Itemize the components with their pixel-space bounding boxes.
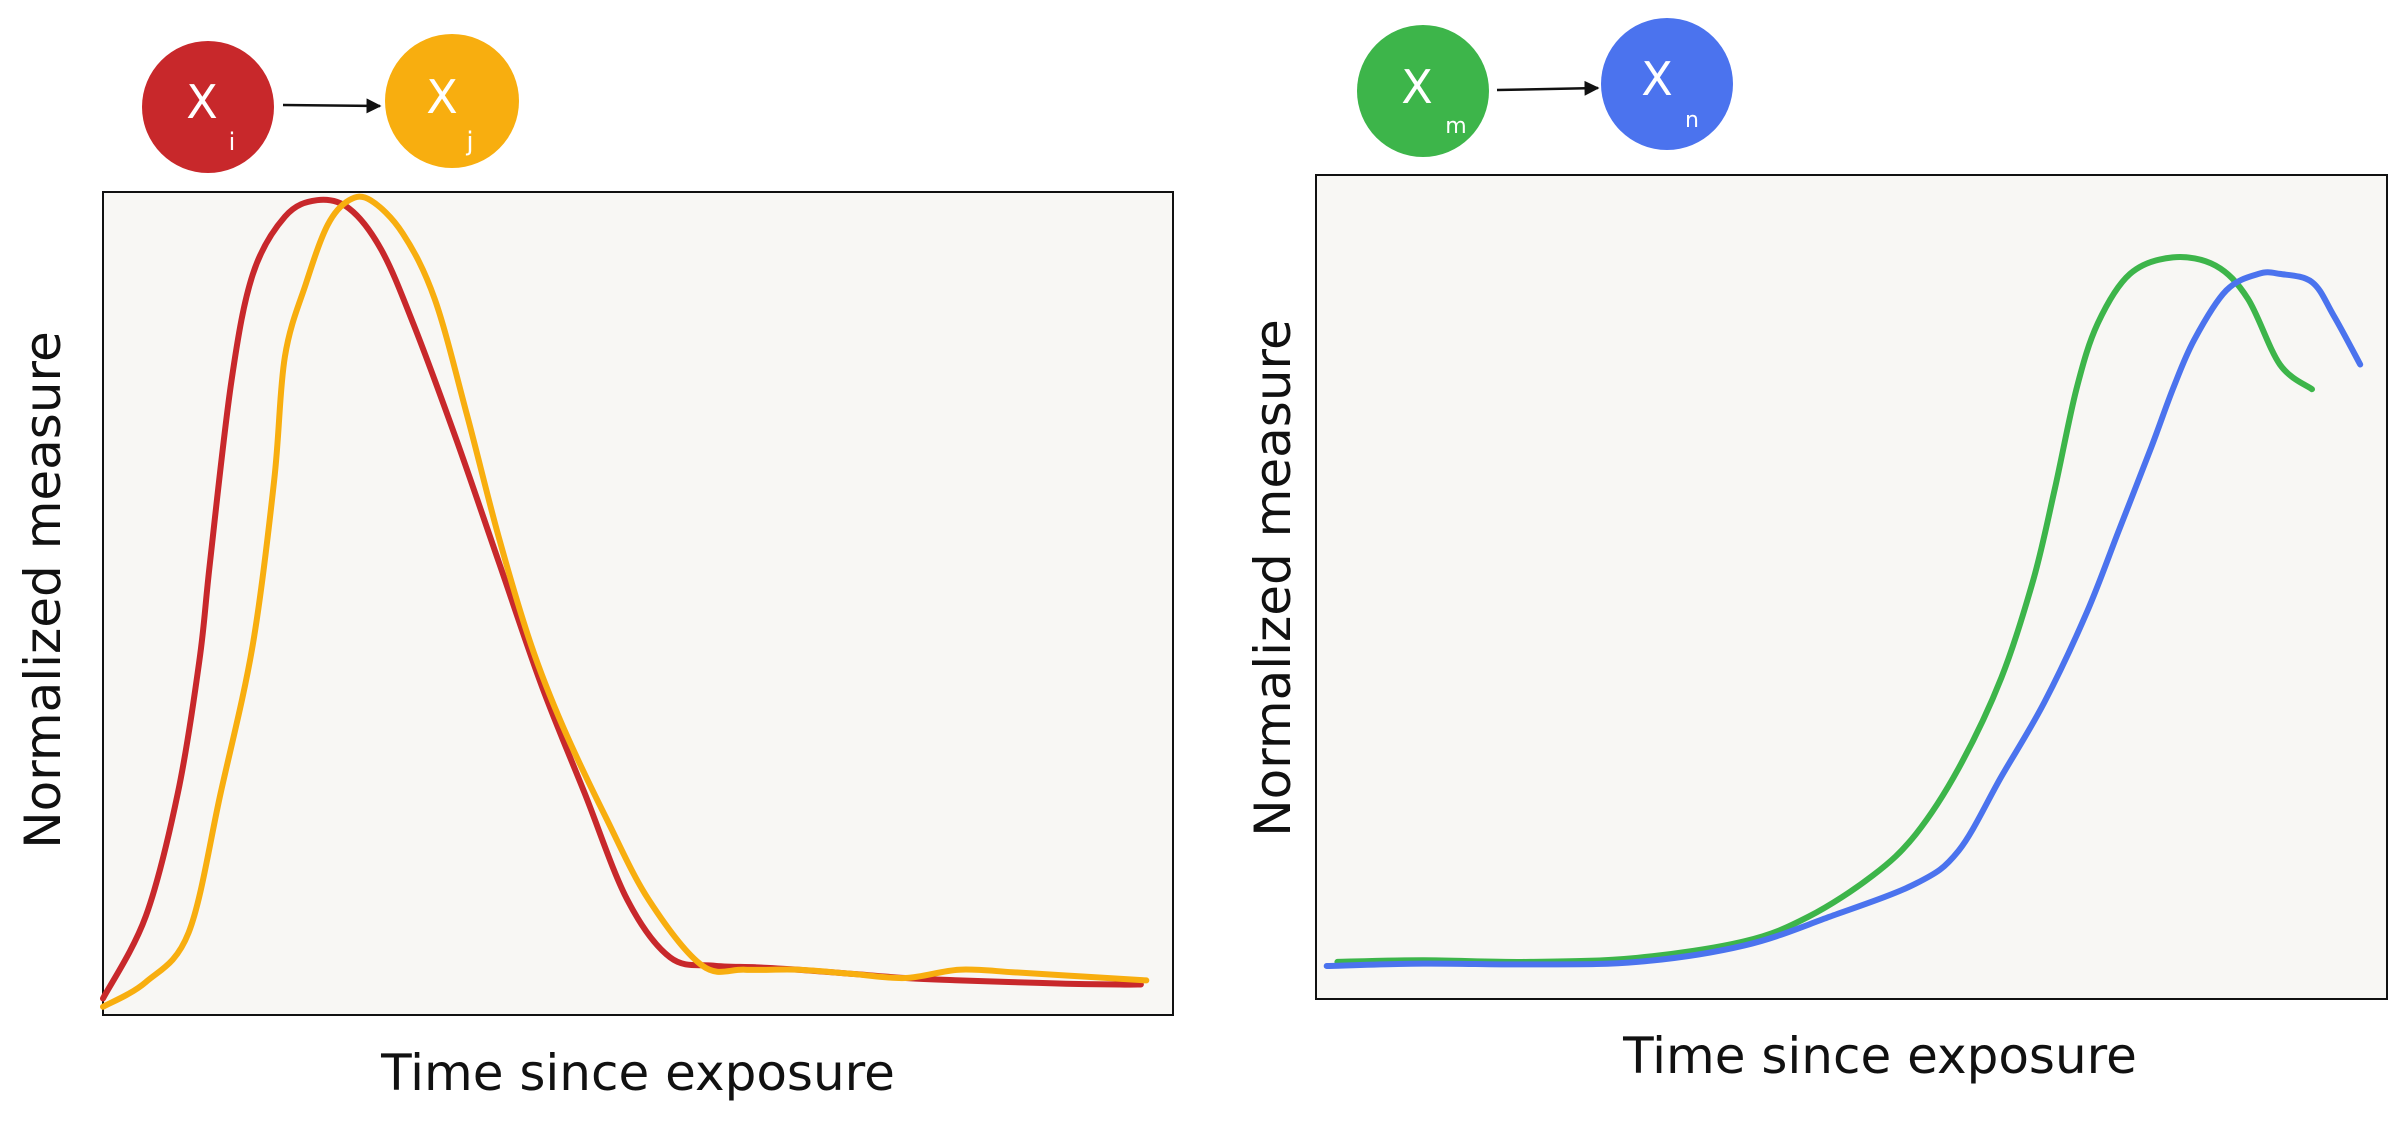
right-x-axis-label: Time since exposure	[1622, 1027, 2137, 1085]
left-series-group	[100, 193, 1150, 1010]
node-x-m-var: X	[1401, 60, 1433, 114]
node-x-m-circle	[1357, 25, 1489, 157]
right-y-axis-label: Normalized measure	[1244, 319, 1302, 837]
node-x-n: X n	[1601, 18, 1733, 150]
node-x-i-sub: i	[229, 128, 236, 156]
node-x-j: X j	[385, 34, 519, 168]
causal-arrow-left	[282, 98, 382, 114]
node-x-i: X i	[142, 41, 274, 173]
node-x-m: X m	[1357, 25, 1489, 157]
causal-arrow-right	[1496, 80, 1600, 96]
node-x-n-sub: n	[1685, 108, 1699, 133]
node-x-i-circle	[142, 41, 274, 173]
node-x-n-var: X	[1641, 52, 1673, 106]
node-x-j-sub: j	[465, 127, 473, 157]
node-x-j-circle	[385, 34, 519, 168]
right-plot-area	[1315, 174, 2388, 1000]
node-x-m-sub: m	[1445, 114, 1466, 139]
right-series-group	[1323, 254, 2364, 969]
right-chart: Time since exposure Normalized measure X…	[1244, 18, 2388, 1085]
left-series-line-2	[100, 193, 1150, 1010]
right-series-line-2	[1323, 269, 2364, 969]
node-x-i-var: X	[186, 75, 218, 129]
left-chart: Time since exposure Normalized measure X…	[14, 34, 1174, 1102]
node-x-j-var: X	[426, 70, 458, 124]
left-y-axis-label: Normalized measure	[14, 331, 72, 849]
left-plot-area	[102, 191, 1174, 1016]
left-x-axis-label: Time since exposure	[380, 1044, 895, 1102]
node-x-n-circle	[1601, 18, 1733, 150]
right-series-line-1	[1334, 254, 2315, 965]
